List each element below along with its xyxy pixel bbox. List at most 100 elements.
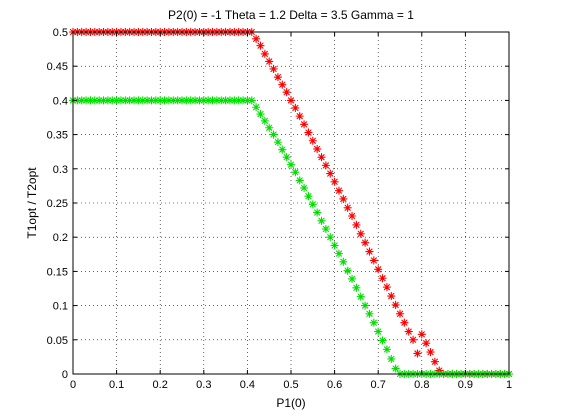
data-point bbox=[256, 41, 265, 50]
y-tick-label: 0.05 bbox=[47, 335, 68, 347]
y-tick-label: 0.1 bbox=[53, 301, 68, 313]
data-point bbox=[247, 96, 256, 105]
data-point bbox=[291, 103, 300, 113]
data-point bbox=[278, 145, 287, 154]
data-point bbox=[356, 229, 365, 238]
data-point bbox=[212, 96, 222, 105]
plot-frame bbox=[72, 31, 510, 375]
y-tick-label: 0.45 bbox=[47, 61, 68, 73]
data-point bbox=[365, 309, 374, 318]
grid-lines bbox=[73, 32, 509, 374]
data-point bbox=[382, 282, 392, 292]
data-point bbox=[347, 274, 357, 284]
data-point bbox=[186, 96, 195, 105]
data-point bbox=[291, 168, 300, 177]
data-point bbox=[339, 257, 348, 266]
data-point bbox=[77, 96, 86, 105]
data-point bbox=[230, 96, 239, 105]
y-tick-label: 0.4 bbox=[53, 95, 68, 107]
data-point bbox=[343, 266, 352, 275]
data-point bbox=[413, 349, 422, 358]
data-point bbox=[221, 96, 230, 105]
data-point bbox=[304, 192, 313, 201]
data-point bbox=[400, 318, 409, 327]
data-point bbox=[365, 247, 374, 256]
data-point bbox=[243, 96, 252, 105]
x-tick-label: 0.4 bbox=[240, 379, 255, 391]
y-tick-label: 0.25 bbox=[47, 198, 68, 210]
data-point bbox=[73, 96, 82, 105]
data-point bbox=[313, 208, 322, 217]
data-point bbox=[326, 233, 335, 242]
data-point bbox=[95, 96, 104, 105]
y-tick-label: 0.5 bbox=[53, 27, 68, 39]
data-point bbox=[374, 265, 383, 274]
series-1 bbox=[68, 96, 514, 379]
data-point bbox=[334, 186, 344, 195]
data-point bbox=[195, 96, 204, 105]
data-point bbox=[164, 96, 174, 105]
data-point bbox=[430, 357, 440, 366]
data-point bbox=[395, 309, 405, 318]
data-point bbox=[369, 318, 378, 327]
data-point bbox=[360, 301, 370, 310]
data-point bbox=[273, 137, 283, 147]
x-tick-label: 1 bbox=[506, 379, 512, 391]
data-point bbox=[182, 96, 191, 105]
y-tick-label: 0 bbox=[62, 369, 68, 381]
x-tick-label: 0.2 bbox=[153, 379, 168, 391]
data-point bbox=[81, 96, 91, 105]
data-point bbox=[295, 111, 304, 121]
data-point bbox=[269, 130, 278, 139]
data-point bbox=[391, 300, 400, 310]
data-point bbox=[121, 96, 130, 105]
data-point bbox=[282, 153, 291, 162]
data-point bbox=[103, 96, 113, 105]
data-point bbox=[282, 88, 291, 97]
data-point bbox=[251, 34, 261, 43]
data-point bbox=[330, 241, 339, 250]
data-point bbox=[125, 96, 134, 105]
data-point bbox=[108, 96, 117, 105]
data-point bbox=[286, 96, 296, 105]
data-point bbox=[369, 256, 378, 265]
y-tick-label: 0.2 bbox=[53, 232, 68, 244]
data-point bbox=[190, 96, 200, 105]
y-tick-label: 0.35 bbox=[47, 130, 68, 142]
data-point bbox=[265, 123, 274, 132]
x-tick-label: 0 bbox=[70, 379, 76, 391]
data-point bbox=[299, 120, 309, 129]
data-point bbox=[387, 354, 396, 364]
data-point bbox=[404, 327, 413, 336]
data-point bbox=[238, 96, 248, 105]
data-point bbox=[387, 291, 396, 301]
data-point bbox=[147, 96, 156, 105]
x-tick-labels: 0 0.1 0.2 0.3 0.4 0.5 0.6 0.7 0.8 0.9 1 bbox=[70, 379, 512, 391]
x-tick-label: 0.1 bbox=[109, 379, 124, 391]
data-point bbox=[356, 292, 365, 301]
data-point bbox=[138, 96, 147, 105]
data-point bbox=[160, 96, 169, 105]
data-point bbox=[317, 153, 326, 162]
data-point bbox=[156, 96, 165, 105]
data-point bbox=[199, 96, 208, 105]
data-point bbox=[308, 136, 317, 145]
data-point bbox=[256, 109, 265, 119]
data-point bbox=[417, 330, 426, 339]
x-tick-label: 0.8 bbox=[414, 379, 429, 391]
data-point bbox=[99, 96, 108, 105]
data-point bbox=[273, 72, 283, 82]
data-point bbox=[278, 80, 287, 89]
data-point bbox=[378, 274, 387, 283]
y-axis-label: T1opt / T2opt bbox=[25, 167, 39, 239]
data-point bbox=[86, 96, 95, 105]
data-point bbox=[378, 336, 387, 345]
x-tick-label: 0.9 bbox=[458, 379, 473, 391]
x-tick-label: 0.3 bbox=[196, 379, 211, 391]
data-point bbox=[299, 183, 309, 193]
data-point bbox=[251, 103, 261, 112]
data-point bbox=[295, 176, 304, 185]
data-point bbox=[151, 96, 160, 105]
data-point bbox=[134, 96, 143, 105]
data-point bbox=[317, 216, 326, 225]
